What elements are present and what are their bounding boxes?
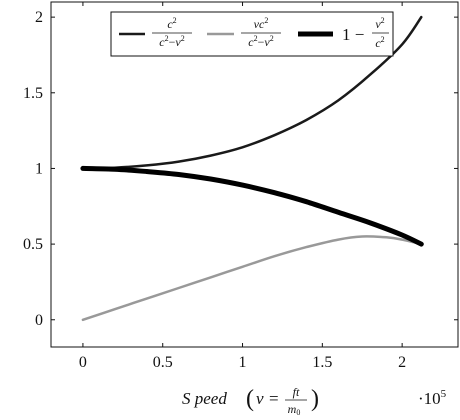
x-tick-label: 1 (239, 354, 247, 371)
svg-text:(: ( (246, 386, 254, 412)
legend-box (110, 11, 394, 57)
y-tick-label: 0.5 (23, 236, 43, 253)
series-line-3 (80, 165, 424, 247)
ticks: 0 0.5 1 1.5 2 0 0.5 1 1.5 2 (23, 2, 458, 371)
series-line-2 (81, 235, 423, 322)
svg-text:=: = (269, 389, 279, 408)
x-scale-factor: ·105 (418, 388, 447, 408)
y-tick-label: 0 (35, 312, 43, 329)
y-tick-label: 2 (35, 9, 43, 26)
svg-text:v2: v2 (375, 16, 384, 31)
x-tick-label: 0.5 (153, 354, 173, 371)
x-tick-label: 0 (79, 354, 87, 371)
svg-text:·105: ·105 (418, 388, 447, 408)
x-axis-title: S peed ( v = ft m0 ) (182, 385, 319, 417)
svg-text:S peed: S peed (182, 389, 227, 408)
series-line-1 (81, 15, 423, 170)
svg-text:ft: ft (293, 385, 300, 399)
legend: c2 c2−v2 vc2 c2−v2 1 − v2 c2 (110, 11, 394, 57)
svg-text:1 −: 1 − (342, 25, 364, 44)
x-tick-label: 2 (398, 354, 406, 371)
plot-frame (50, 1, 459, 348)
svg-text:v: v (256, 389, 264, 408)
svg-text:c2: c2 (375, 35, 384, 50)
svg-text:c2: c2 (167, 16, 176, 31)
svg-text:m0: m0 (288, 402, 301, 417)
series-layer (80, 15, 424, 322)
x-tick-label: 1.5 (312, 354, 332, 371)
svg-text:): ) (311, 386, 319, 412)
legend-label-series-3: 1 − v2 c2 (342, 16, 389, 50)
y-tick-label: 1.5 (23, 85, 43, 102)
y-tick-label: 1 (35, 160, 43, 177)
